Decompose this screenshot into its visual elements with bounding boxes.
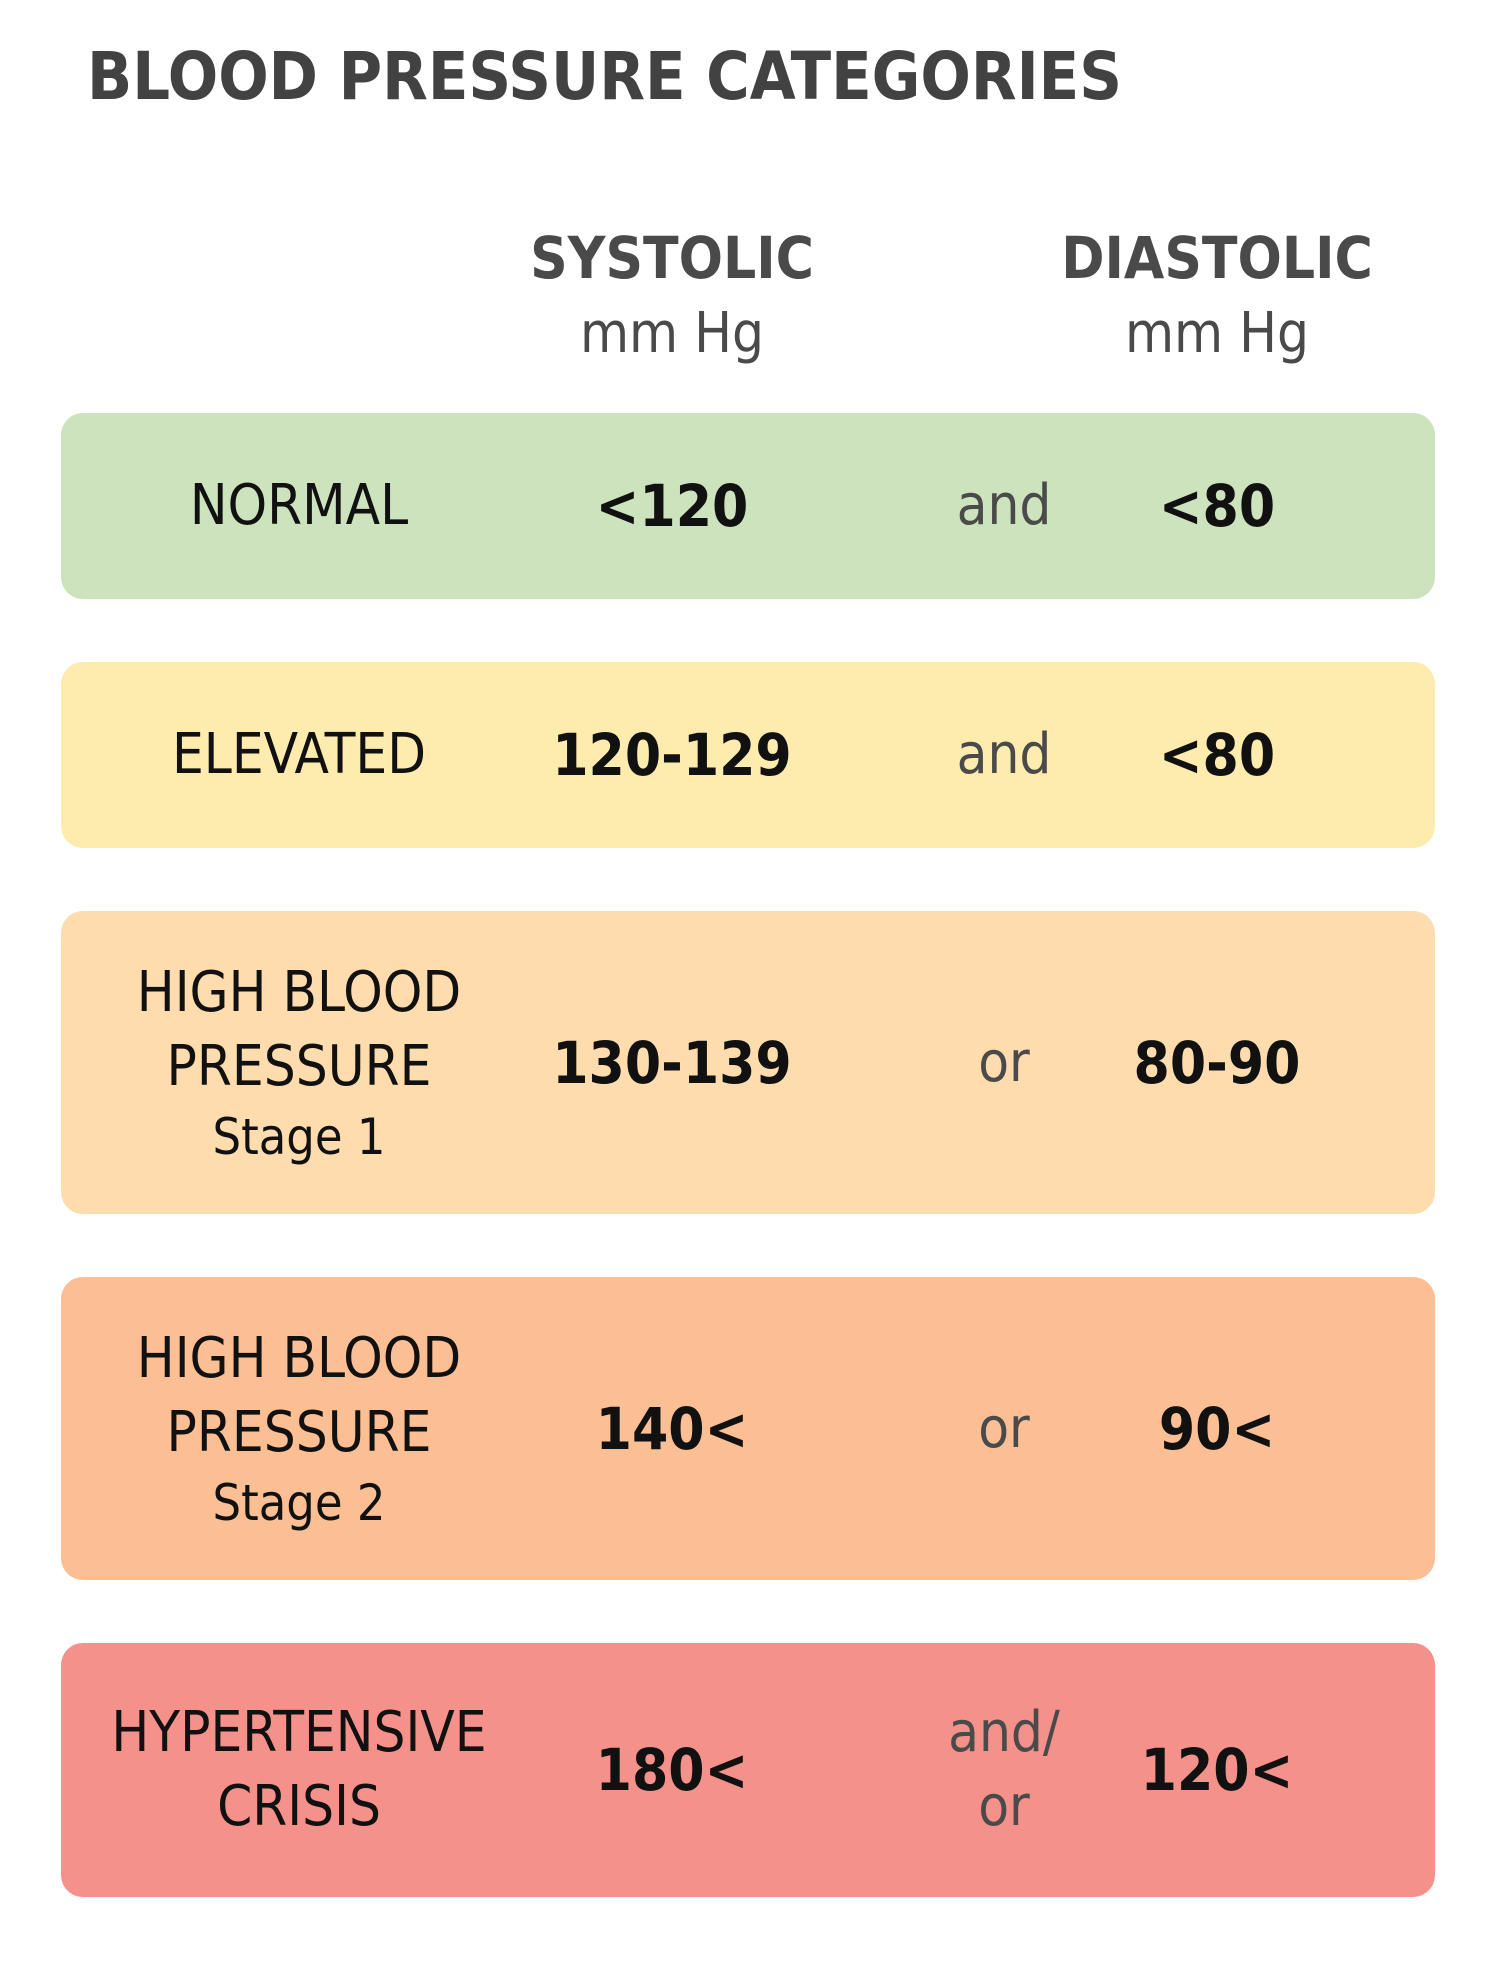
systolic-value: <120 [595,472,749,540]
connector-label: and [854,413,1154,599]
connector-label: and [854,662,1154,848]
systolic-header-name: SYSTOLIC [530,224,814,292]
category-label: NORMAL [61,413,537,599]
diastolic-value: <80 [1158,721,1276,789]
diastolic-value: 80-90 [1133,1028,1301,1097]
connector-label: and/ or [854,1643,1154,1897]
connector-line: or [978,1029,1030,1095]
category-label-line: PRESSURE [166,1399,432,1465]
category-label-line: CRISIS [217,1774,381,1839]
category-label-line: HIGH BLOOD [136,1325,462,1391]
category-stage: Stage 1 [212,1107,386,1166]
category-label-line: HYPERTENSIVE [111,1700,487,1765]
category-label: ELEVATED [61,662,537,848]
category-label: HIGH BLOOD PRESSURE Stage 1 [61,911,537,1214]
category-row-normal: NORMAL <120 and <80 [61,413,1435,599]
connector-line: and [956,722,1052,787]
category-stage: Stage 2 [212,1473,386,1532]
category-label-line: HIGH BLOOD [136,959,462,1025]
connector-label: or [854,911,1154,1214]
systolic-header-unit: mm Hg [579,301,765,366]
connector-line: or [978,1395,1030,1461]
category-label-line: ELEVATED [171,722,427,787]
systolic-value: 140< [595,1394,749,1463]
diastolic-header-name: DIASTOLIC [1061,224,1373,292]
connector-line: and [956,473,1052,538]
diastolic-column-header: DIASTOLIC mm Hg [1017,220,1417,372]
diastolic-value: 90< [1158,1394,1276,1463]
connector-line: or [978,1774,1030,1839]
diastolic-header-unit: mm Hg [1124,301,1310,366]
systolic-column-header: SYSTOLIC mm Hg [472,220,872,372]
systolic-value: 180< [595,1736,749,1804]
diastolic-value: <80 [1158,472,1276,540]
category-label: HYPERTENSIVE CRISIS [61,1643,537,1897]
category-label: HIGH BLOOD PRESSURE Stage 2 [61,1277,537,1580]
connector-label: or [854,1277,1154,1580]
connector-line: and/ [948,1700,1060,1765]
page-title: BLOOD PRESSURE CATEGORIES [87,38,1122,115]
category-label-line: NORMAL [189,473,409,538]
category-row-hypertensive-crisis: HYPERTENSIVE CRISIS 180< and/ or 120< [61,1643,1435,1897]
diastolic-value: 120< [1140,1736,1294,1804]
category-row-elevated: ELEVATED 120-129 and <80 [61,662,1435,848]
category-label-line: PRESSURE [166,1033,432,1099]
category-row-stage-2: HIGH BLOOD PRESSURE Stage 2 140< or 90< [61,1277,1435,1580]
category-row-stage-1: HIGH BLOOD PRESSURE Stage 1 130-139 or 8… [61,911,1435,1214]
systolic-value: 120-129 [552,721,792,789]
systolic-value: 130-139 [552,1028,792,1097]
